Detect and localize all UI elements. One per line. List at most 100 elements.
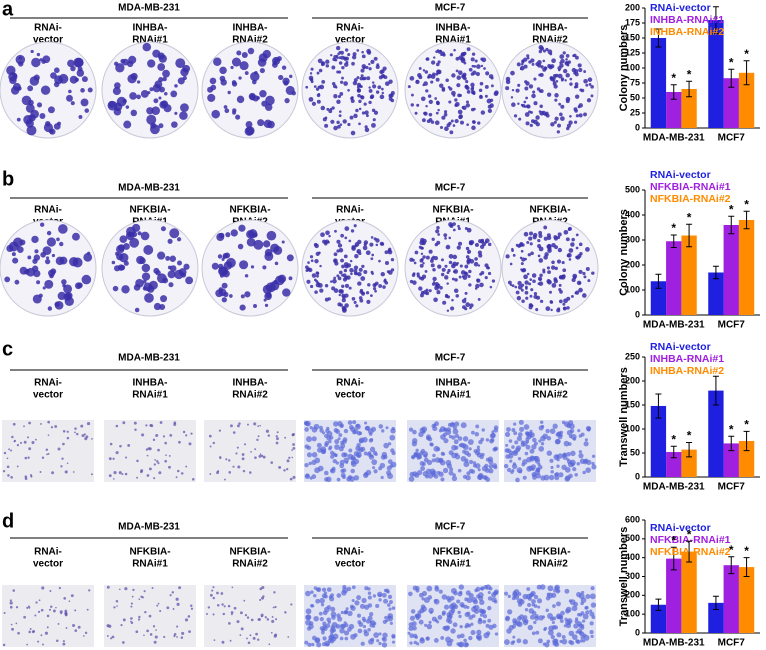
cell: [554, 475, 560, 481]
cell: [225, 458, 228, 461]
cell: [228, 471, 232, 474]
cell: [12, 589, 16, 592]
cell: [257, 425, 259, 427]
cell: [468, 593, 474, 599]
cell: [473, 449, 478, 454]
colony: [407, 85, 411, 89]
cell: [120, 623, 123, 627]
colony: [351, 297, 356, 301]
cell: [527, 602, 532, 608]
colony: [236, 95, 245, 104]
cell: [118, 588, 121, 591]
error-bar: [686, 223, 693, 248]
cell: [180, 472, 184, 475]
colony: [58, 224, 68, 234]
colony: [368, 67, 372, 71]
cell: [271, 616, 274, 618]
cell: [362, 624, 367, 629]
cell: [585, 593, 591, 599]
cell: [387, 594, 393, 599]
cell: [51, 471, 55, 475]
cell: [60, 465, 63, 468]
colony: [353, 269, 358, 274]
cell: [578, 453, 584, 459]
cell: [3, 451, 7, 455]
colony: [137, 231, 142, 236]
cell: [351, 598, 355, 603]
colony: [358, 122, 361, 126]
cell: [349, 476, 355, 482]
colony: [471, 125, 476, 131]
cell: [153, 640, 157, 644]
y-tick-label: 200: [625, 590, 640, 600]
cell: [472, 461, 477, 465]
cell: [467, 452, 472, 457]
cell: [589, 630, 594, 635]
colony: [337, 124, 341, 129]
colony: [433, 297, 438, 303]
colony: [451, 73, 456, 78]
sample-label: RNAi#1: [435, 559, 471, 570]
colony: [550, 308, 553, 312]
cell: [275, 435, 278, 438]
bar: [681, 551, 697, 633]
colony: [505, 254, 510, 259]
y-tick-label: 500: [625, 184, 640, 194]
colony: [509, 262, 513, 266]
colony: [550, 122, 555, 127]
cell: [591, 615, 596, 620]
cell: [340, 472, 346, 478]
cell: [554, 438, 561, 445]
colony: [519, 67, 523, 71]
colony: [530, 251, 534, 256]
cell: [385, 619, 389, 623]
colony: [466, 227, 472, 233]
cell: [169, 594, 172, 597]
cell: [307, 642, 312, 647]
cell: [578, 593, 585, 600]
cell: [230, 424, 233, 428]
y-tick-label: 0: [635, 471, 640, 481]
cell: [292, 446, 296, 450]
colony: [569, 82, 573, 86]
colony: [348, 239, 352, 243]
cell: [316, 442, 322, 448]
colony: [419, 263, 424, 268]
cell: [265, 429, 269, 433]
group-title: MDA-MB-231: [118, 3, 180, 14]
colony: [338, 56, 342, 60]
cell: [483, 584, 488, 590]
cell: [456, 599, 461, 604]
cell: [256, 438, 259, 442]
y-tick-label: 75: [630, 77, 640, 87]
cell: [459, 442, 465, 448]
colony: [327, 297, 331, 301]
colony: [572, 275, 577, 280]
colony: [487, 104, 492, 109]
colony: [332, 84, 337, 89]
colony: [445, 293, 449, 297]
colony: [533, 292, 538, 296]
colony: [524, 285, 528, 289]
colony: [465, 103, 471, 108]
group-title: MDA-MB-231: [118, 183, 180, 194]
colony: [577, 63, 582, 68]
error-bar: [655, 273, 662, 289]
cell: [367, 627, 371, 632]
legend-entry: RNAi-vector: [650, 341, 711, 353]
legend-entry: NFKBIA-RNAi#1: [650, 534, 731, 546]
cell: [552, 423, 558, 429]
colony: [573, 71, 577, 75]
cell: [304, 462, 309, 468]
cell: [163, 635, 166, 639]
cell: [367, 428, 374, 435]
cell: [322, 642, 326, 647]
colony: [515, 88, 520, 93]
colony: [371, 253, 375, 257]
cell: [304, 427, 309, 432]
colony: [340, 233, 344, 238]
cell: [556, 458, 560, 462]
colony: [416, 103, 420, 107]
colony: [26, 267, 36, 277]
colony: [210, 84, 217, 91]
